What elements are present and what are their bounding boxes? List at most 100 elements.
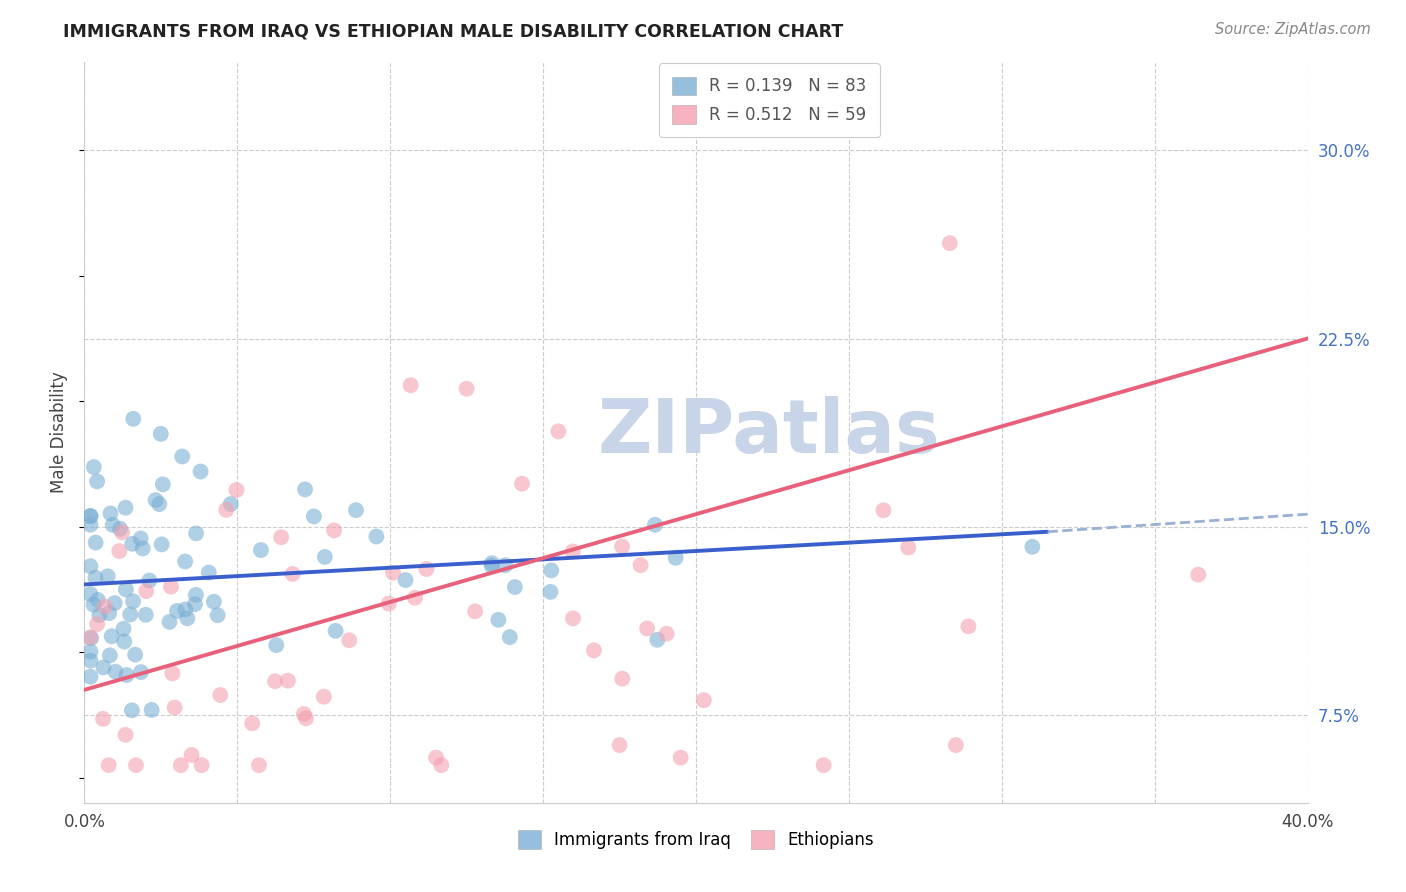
Point xyxy=(84,571,107,585)
Point xyxy=(129,532,152,546)
Point xyxy=(209,688,232,702)
Point xyxy=(378,597,401,611)
Point xyxy=(939,236,962,251)
Point xyxy=(98,648,121,663)
Point xyxy=(486,613,509,627)
Point xyxy=(79,645,101,659)
Point xyxy=(295,711,318,725)
Point xyxy=(481,556,503,570)
Point xyxy=(184,526,207,541)
Point xyxy=(135,584,157,599)
Point xyxy=(114,728,136,742)
Point xyxy=(665,550,688,565)
Legend: Immigrants from Iraq, Ethiopians: Immigrants from Iraq, Ethiopians xyxy=(509,822,883,857)
Point xyxy=(121,537,143,551)
Point xyxy=(94,599,117,614)
Point xyxy=(145,493,167,508)
Point xyxy=(86,475,108,489)
Point xyxy=(93,660,115,674)
Point xyxy=(79,509,101,524)
Point xyxy=(89,608,111,623)
Point xyxy=(152,477,174,491)
Point xyxy=(481,558,503,573)
Point xyxy=(503,580,526,594)
Point xyxy=(79,670,101,684)
Point xyxy=(562,611,585,625)
Point xyxy=(166,604,188,618)
Point xyxy=(582,643,605,657)
Point xyxy=(247,758,270,772)
Text: Source: ZipAtlas.com: Source: ZipAtlas.com xyxy=(1215,22,1371,37)
Point xyxy=(115,582,138,597)
Point xyxy=(162,666,184,681)
Point xyxy=(124,648,146,662)
Point xyxy=(87,593,110,607)
Point xyxy=(91,712,114,726)
Point xyxy=(644,517,666,532)
Point xyxy=(120,607,142,622)
Point xyxy=(80,631,103,645)
Point xyxy=(655,626,678,640)
Point xyxy=(83,460,105,475)
Point xyxy=(323,524,346,538)
Point xyxy=(174,602,197,616)
Point xyxy=(609,738,631,752)
Point xyxy=(184,588,207,602)
Point xyxy=(494,558,516,573)
Point xyxy=(312,690,335,704)
Point xyxy=(122,594,145,608)
Point xyxy=(399,378,422,392)
Point xyxy=(202,595,225,609)
Point xyxy=(693,693,716,707)
Y-axis label: Male Disability: Male Disability xyxy=(51,372,69,493)
Point xyxy=(540,563,562,577)
Point xyxy=(180,747,202,762)
Point xyxy=(149,426,172,441)
Point xyxy=(108,544,131,558)
Point xyxy=(897,541,920,555)
Point xyxy=(174,554,197,568)
Point xyxy=(79,587,101,601)
Point xyxy=(97,569,120,583)
Point xyxy=(294,483,316,497)
Point xyxy=(225,483,247,497)
Point xyxy=(547,425,569,439)
Point xyxy=(190,465,212,479)
Point xyxy=(314,549,336,564)
Text: ZIPatlas: ZIPatlas xyxy=(598,396,941,469)
Point xyxy=(647,632,669,647)
Point xyxy=(1187,567,1209,582)
Point xyxy=(945,738,967,752)
Point xyxy=(464,604,486,618)
Point xyxy=(325,624,347,638)
Point xyxy=(150,537,173,551)
Point xyxy=(510,476,533,491)
Point xyxy=(538,585,561,599)
Point xyxy=(100,507,122,521)
Point xyxy=(170,758,193,772)
Point xyxy=(425,750,447,764)
Point xyxy=(129,665,152,679)
Point xyxy=(264,638,287,652)
Point xyxy=(219,497,242,511)
Point xyxy=(122,412,145,426)
Point xyxy=(957,619,980,633)
Point xyxy=(112,634,135,648)
Point xyxy=(100,629,122,643)
Point xyxy=(872,503,894,517)
Point xyxy=(163,700,186,714)
Text: IMMIGRANTS FROM IRAQ VS ETHIOPIAN MALE DISABILITY CORRELATION CHART: IMMIGRANTS FROM IRAQ VS ETHIOPIAN MALE D… xyxy=(63,22,844,40)
Point xyxy=(176,611,198,625)
Point xyxy=(184,597,207,611)
Point xyxy=(135,607,157,622)
Point xyxy=(366,529,388,543)
Point xyxy=(98,606,121,620)
Point xyxy=(561,544,583,558)
Point xyxy=(111,525,134,540)
Point xyxy=(382,566,405,580)
Point xyxy=(394,573,416,587)
Point xyxy=(114,500,136,515)
Point xyxy=(172,450,194,464)
Point xyxy=(104,596,127,610)
Point xyxy=(148,497,170,511)
